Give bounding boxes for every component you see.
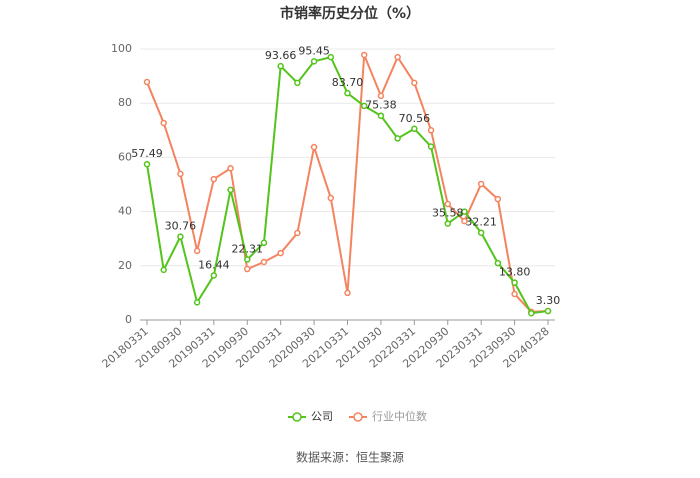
point: [210, 272, 218, 279]
legend-marker: [353, 412, 363, 422]
y-tick-label: 20: [118, 259, 132, 272]
data-label: 32.21: [465, 216, 497, 229]
point: [444, 220, 451, 227]
legend-marker: [292, 412, 302, 422]
point: [461, 208, 468, 215]
point: [177, 170, 184, 178]
point: [344, 289, 351, 297]
data-label: 35.58: [432, 207, 464, 220]
point: [477, 229, 485, 236]
point: [143, 78, 151, 86]
point: [360, 102, 368, 110]
data-label: 30.76: [165, 220, 197, 233]
point: [344, 89, 351, 97]
point: [461, 217, 468, 225]
point: [477, 180, 485, 188]
point: [360, 51, 368, 59]
y-tick-label: 0: [125, 313, 132, 326]
data-label: 13.80: [499, 266, 531, 279]
point: [143, 160, 151, 168]
legend-item: 行业中位数: [349, 409, 427, 423]
point: [260, 258, 268, 266]
data-label: 57.49: [131, 147, 163, 160]
data-label: 22.31: [232, 243, 264, 256]
point: [227, 164, 234, 172]
point: [444, 200, 451, 208]
y-tick-label: 40: [118, 205, 132, 218]
y-tick-label: 60: [118, 150, 132, 163]
legend-item: 公司: [288, 410, 333, 423]
point: [210, 175, 218, 183]
source: 数据来源：恒生聚源: [296, 450, 404, 465]
data-label: 83.70: [332, 76, 364, 89]
point: [377, 112, 385, 119]
point: [310, 143, 318, 151]
point: [160, 266, 167, 274]
point: [277, 62, 284, 70]
point: [177, 233, 184, 240]
point: [511, 279, 518, 286]
legend-label: 行业中位数: [372, 409, 427, 423]
point: [160, 119, 167, 127]
y-tick-label: 80: [118, 96, 132, 109]
data-label: 70.56: [399, 112, 431, 125]
point: [294, 229, 301, 237]
point: [260, 239, 268, 247]
point: [277, 249, 284, 257]
point: [294, 79, 301, 87]
point: [327, 53, 335, 61]
point: [193, 247, 201, 255]
point: [244, 265, 251, 273]
data-label: 93.66: [265, 49, 297, 62]
data-label: 95.45: [298, 44, 330, 57]
point: [394, 135, 401, 142]
point: [494, 259, 502, 267]
point: [511, 290, 518, 298]
point: [411, 125, 418, 133]
legend-label: 公司: [311, 410, 333, 423]
data-label: 75.38: [365, 99, 397, 112]
chart-title: 市销率历史分位（%）: [280, 5, 420, 22]
point: [377, 92, 385, 100]
point: [327, 194, 335, 202]
point: [310, 58, 318, 65]
point: [494, 195, 502, 203]
point: [427, 127, 435, 134]
point: [244, 256, 251, 263]
data-label: 3.30: [536, 294, 561, 307]
data-label: 16.44: [198, 258, 230, 271]
point: [427, 143, 435, 150]
point: [411, 79, 418, 87]
point: [544, 307, 552, 315]
point: [528, 309, 535, 317]
point: [227, 186, 234, 194]
point: [394, 53, 401, 61]
point: [193, 299, 201, 306]
y-tick-label: 100: [111, 42, 132, 55]
